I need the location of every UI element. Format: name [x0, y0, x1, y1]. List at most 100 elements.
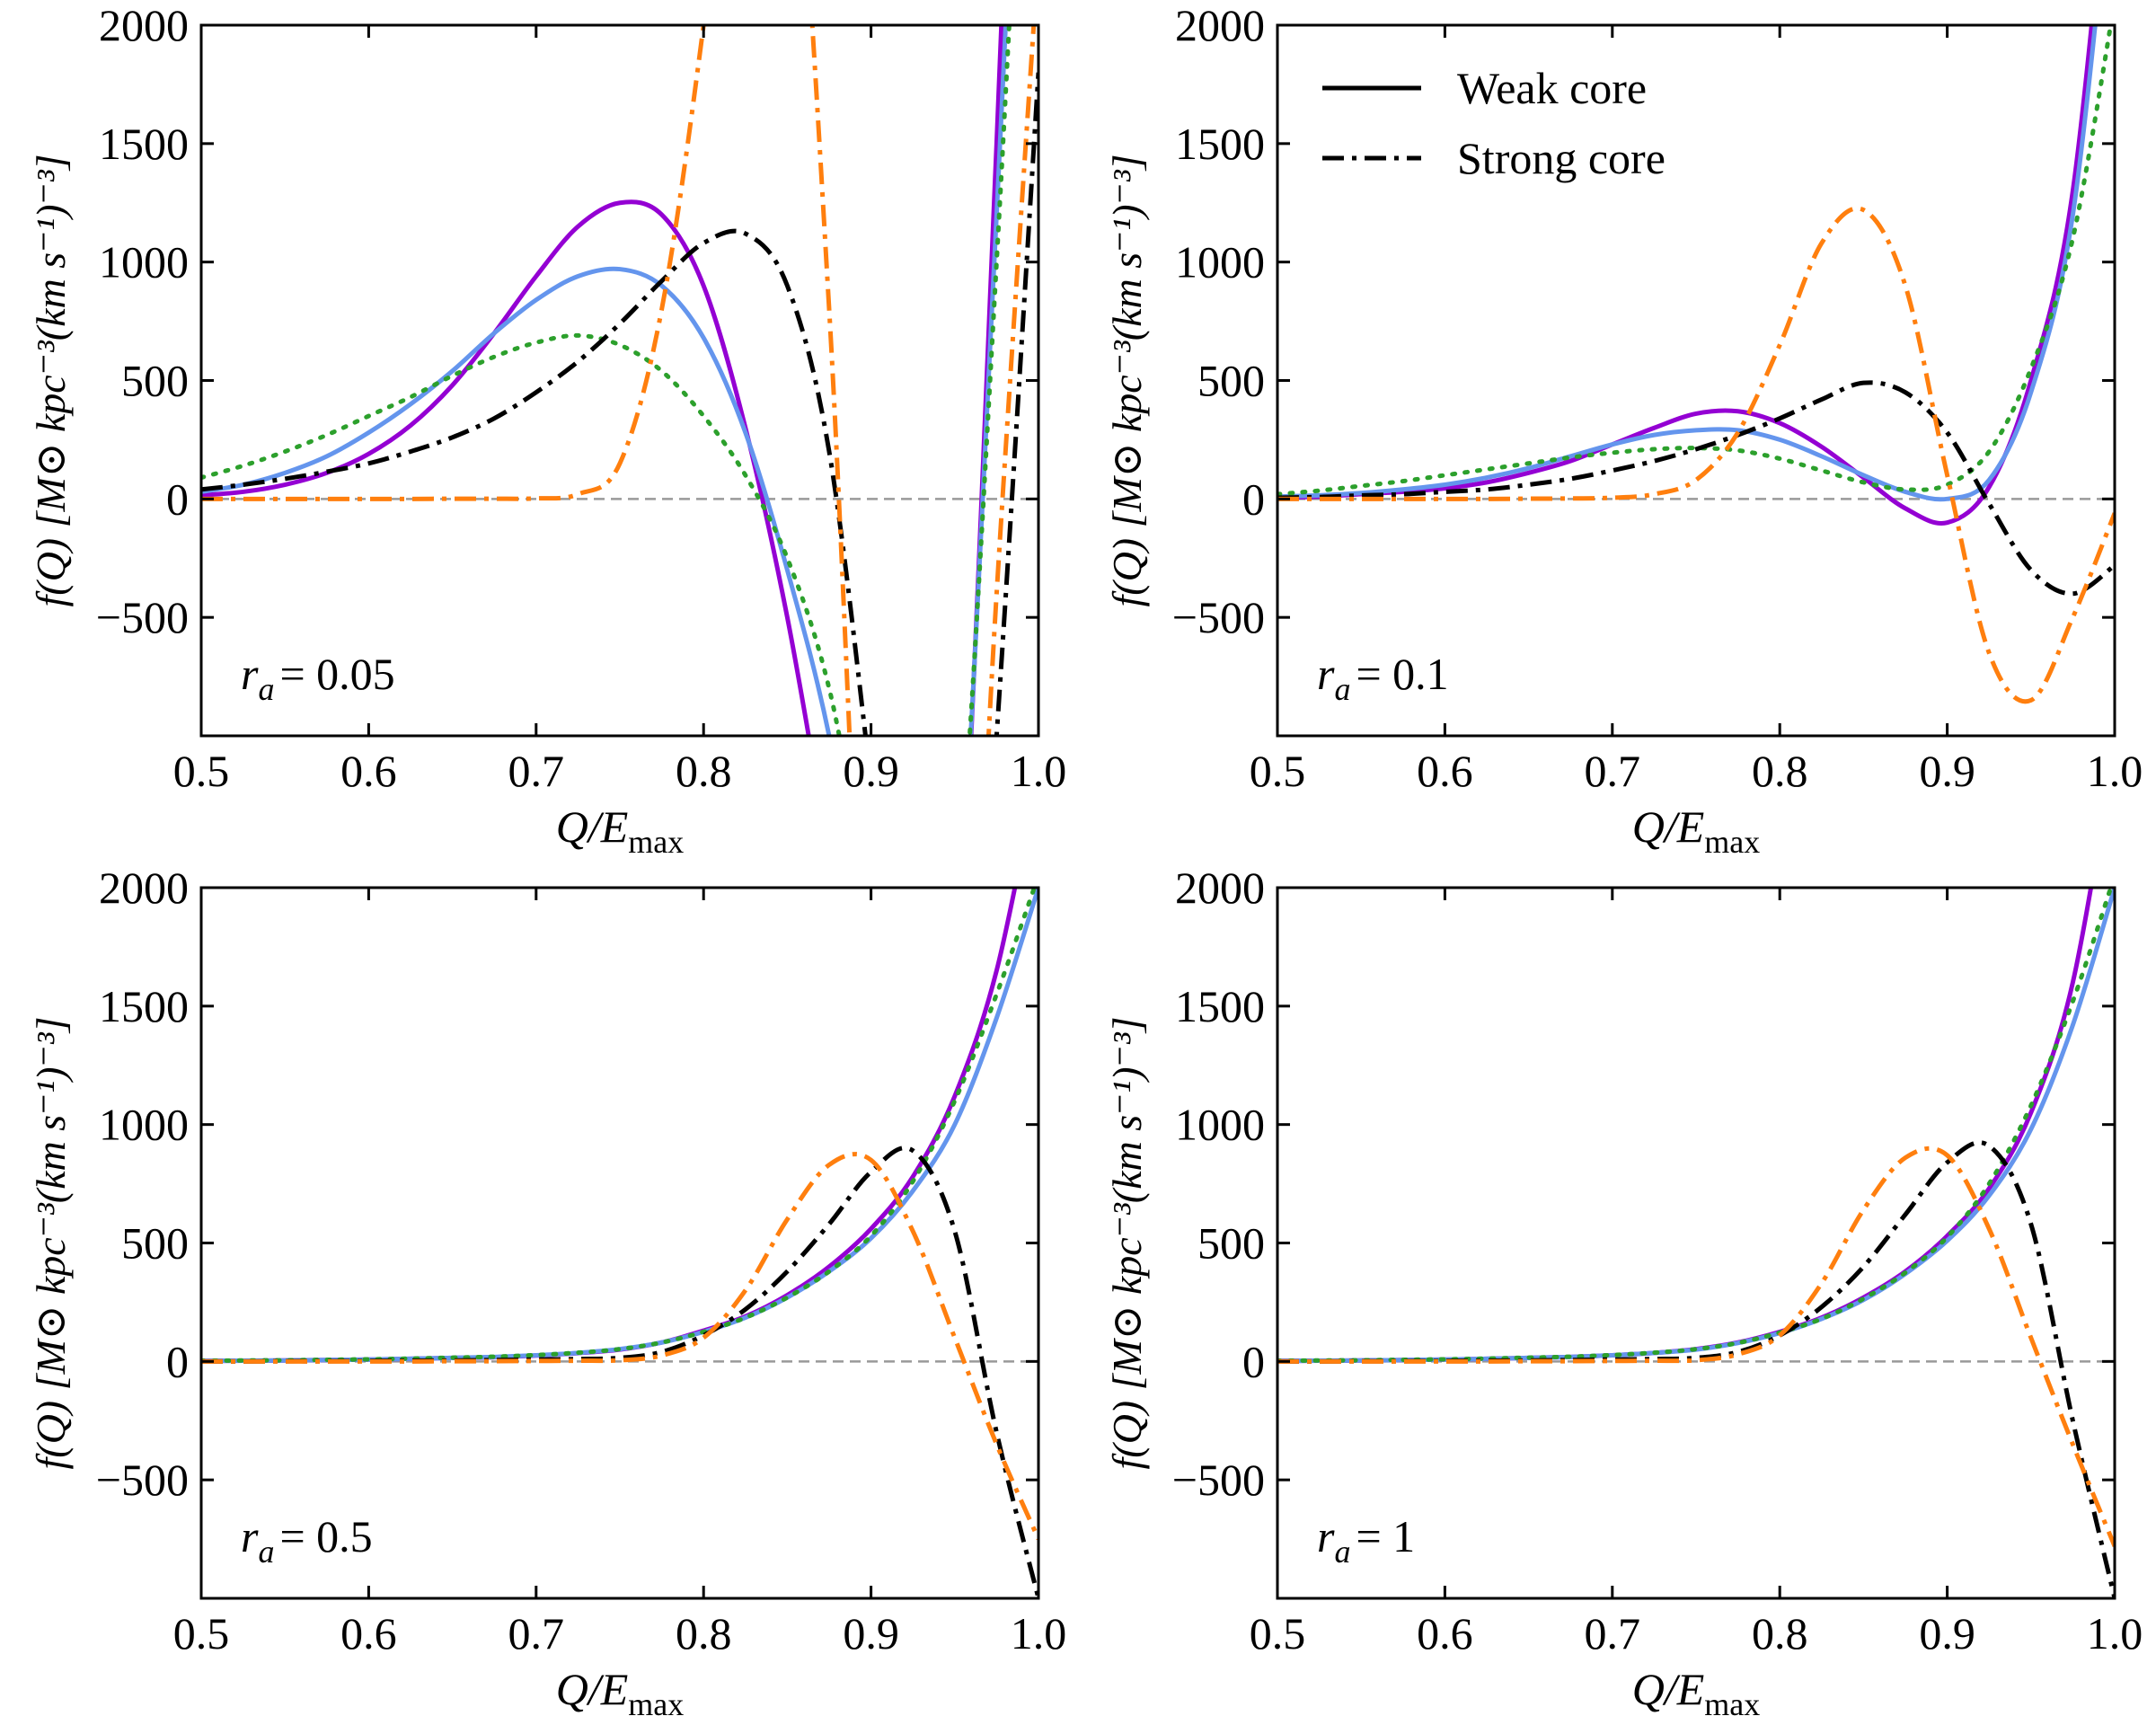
y-tick-label: 500 [1197, 356, 1265, 406]
x-tick-label: 0.7 [508, 746, 565, 796]
x-tick-label: 0.7 [508, 1608, 565, 1659]
x-axis-label-main: Q/E [1632, 801, 1705, 852]
legend-label: Strong core [1457, 133, 1666, 183]
plot-area [201, 888, 1038, 1598]
panel: −500 0 500 1000 1500 2000 0.5 0.6 0.7 0.8 0.9 1.0 Q/… [1104, 0, 2143, 860]
x-tick-label: 1.0 [2087, 1608, 2143, 1659]
axes-frame [1276, 886, 2116, 1600]
annotation-base: r [1317, 649, 1335, 699]
series-line [1277, 25, 2114, 497]
annotation: ra = 1 [1317, 1511, 1415, 1570]
x-axis-label-sub: max [628, 824, 684, 860]
y-tick-label: 500 [121, 1218, 189, 1269]
annotation-sub: a [258, 1534, 274, 1570]
series-line [201, 72, 1038, 736]
x-axis-label: Q/Emax [1632, 1664, 1761, 1722]
x-tick-label: 0.8 [1752, 1608, 1808, 1659]
annotation-sub: a [258, 671, 274, 707]
series-line [1277, 380, 2115, 597]
y-tick-label: 2000 [1175, 862, 1265, 913]
series-line [201, 888, 1038, 1364]
annotation: ra = 0.1 [1317, 649, 1449, 707]
x-tick-label: 1.0 [1011, 1608, 1067, 1659]
series-line [1277, 1146, 2115, 1547]
x-tick-label: 0.6 [340, 1608, 397, 1659]
x-tick-label: 0.5 [173, 1608, 230, 1659]
y-tick-label: 1000 [99, 1100, 189, 1150]
series-line [1277, 888, 2114, 1364]
panel: −500 0 500 1000 1500 2000 0.5 0.6 0.7 0.8 0.9 1.0 Q/… [1104, 862, 2143, 1722]
x-tick-label: 0.9 [843, 1608, 899, 1659]
annotation: ra = 0.05 [241, 649, 395, 707]
x-tick-label: 0.5 [1250, 1608, 1306, 1659]
series-line [1277, 25, 2094, 526]
x-tick-label: 0.6 [1417, 1608, 1473, 1659]
x-tick-label: 1.0 [1011, 746, 1067, 796]
y-tick-label: −500 [96, 1455, 189, 1505]
x-axis-label-main: Q/E [556, 801, 629, 852]
x-tick-label: 0.6 [1417, 746, 1473, 796]
x-tick-label: 0.8 [676, 1608, 732, 1659]
y-axis-label: f(Q) [M⊙ kpc⁻³(km s⁻¹)⁻³] [1104, 1016, 1150, 1469]
x-axis-label: Q/Emax [556, 801, 685, 860]
series-line [201, 25, 1004, 736]
annotation-text: = 0.05 [279, 649, 394, 699]
axes-frame [199, 23, 1040, 738]
x-tick-label: 0.9 [843, 746, 899, 796]
y-axis-label: f(Q) [M⊙ kpc⁻³(km s⁻¹)⁻³] [28, 1016, 74, 1469]
axes-frame [199, 886, 1040, 1600]
series-line [201, 25, 1012, 736]
plot-area [1277, 888, 2115, 1598]
annotation-base: r [241, 649, 259, 699]
y-tick-label: −500 [1172, 1455, 1265, 1505]
panel: −500 0 500 1000 1500 2000 0.5 0.6 0.7 0.8 0.9 1.0 Q/… [28, 862, 1067, 1722]
x-axis-label-sub: max [628, 1686, 684, 1722]
y-tick-label: 0 [166, 1336, 189, 1386]
x-tick-label: 0.5 [173, 746, 230, 796]
series-line [1277, 888, 2115, 1364]
y-tick-label: 0 [166, 473, 189, 524]
y-axis-label: f(Q) [M⊙ kpc⁻³(km s⁻¹)⁻³] [28, 154, 74, 606]
y-tick-label: 2000 [1175, 0, 1265, 50]
x-tick-label: 0.7 [1585, 746, 1641, 796]
y-tick-label: 2000 [99, 862, 189, 913]
y-tick-label: −500 [96, 592, 189, 642]
plot-area [201, 25, 1038, 736]
annotation-sub: a [1334, 671, 1350, 707]
panel: −500 0 500 1000 1500 2000 0.5 0.6 0.7 0.8 0.9 1.0 Q/… [28, 0, 1067, 860]
x-axis-label: Q/Emax [1632, 801, 1761, 860]
x-axis-label-main: Q/E [1632, 1664, 1705, 1714]
annotation-text: = 0.1 [1356, 649, 1448, 699]
x-tick-label: 0.8 [676, 746, 732, 796]
axes-frame [1276, 23, 2116, 738]
series-line [201, 1146, 1038, 1598]
y-tick-label: 0 [1242, 473, 1265, 524]
y-axis-label: f(Q) [M⊙ kpc⁻³(km s⁻¹)⁻³] [1104, 154, 1150, 606]
y-tick-label: 500 [121, 356, 189, 406]
legend-label: Weak core [1457, 63, 1647, 113]
annotation-base: r [1317, 1511, 1335, 1561]
y-tick-label: 1000 [99, 237, 189, 288]
series-line [201, 888, 1018, 1364]
y-tick-label: 0 [1242, 1336, 1265, 1386]
y-tick-label: 1500 [99, 981, 189, 1031]
x-tick-label: 0.9 [1919, 1608, 1975, 1659]
series-line [201, 1152, 1038, 1541]
x-tick-label: 0.6 [340, 746, 397, 796]
y-tick-label: 2000 [99, 0, 189, 50]
x-tick-label: 0.7 [1585, 1608, 1641, 1659]
annotation-base: r [241, 1511, 259, 1561]
x-tick-label: 0.8 [1752, 746, 1808, 796]
x-axis-label: Q/Emax [556, 1664, 685, 1722]
annotation-sub: a [1334, 1534, 1350, 1570]
y-tick-label: 1500 [99, 119, 189, 169]
annotation-text: = 1 [1356, 1511, 1415, 1561]
x-axis-label-main: Q/E [556, 1664, 629, 1714]
series-line [1277, 25, 2098, 502]
series-line [201, 25, 1037, 736]
x-tick-label: 0.9 [1919, 746, 1975, 796]
y-tick-label: −500 [1172, 592, 1265, 642]
x-axis-label-sub: max [1704, 824, 1760, 860]
plot-area [1277, 25, 2115, 704]
